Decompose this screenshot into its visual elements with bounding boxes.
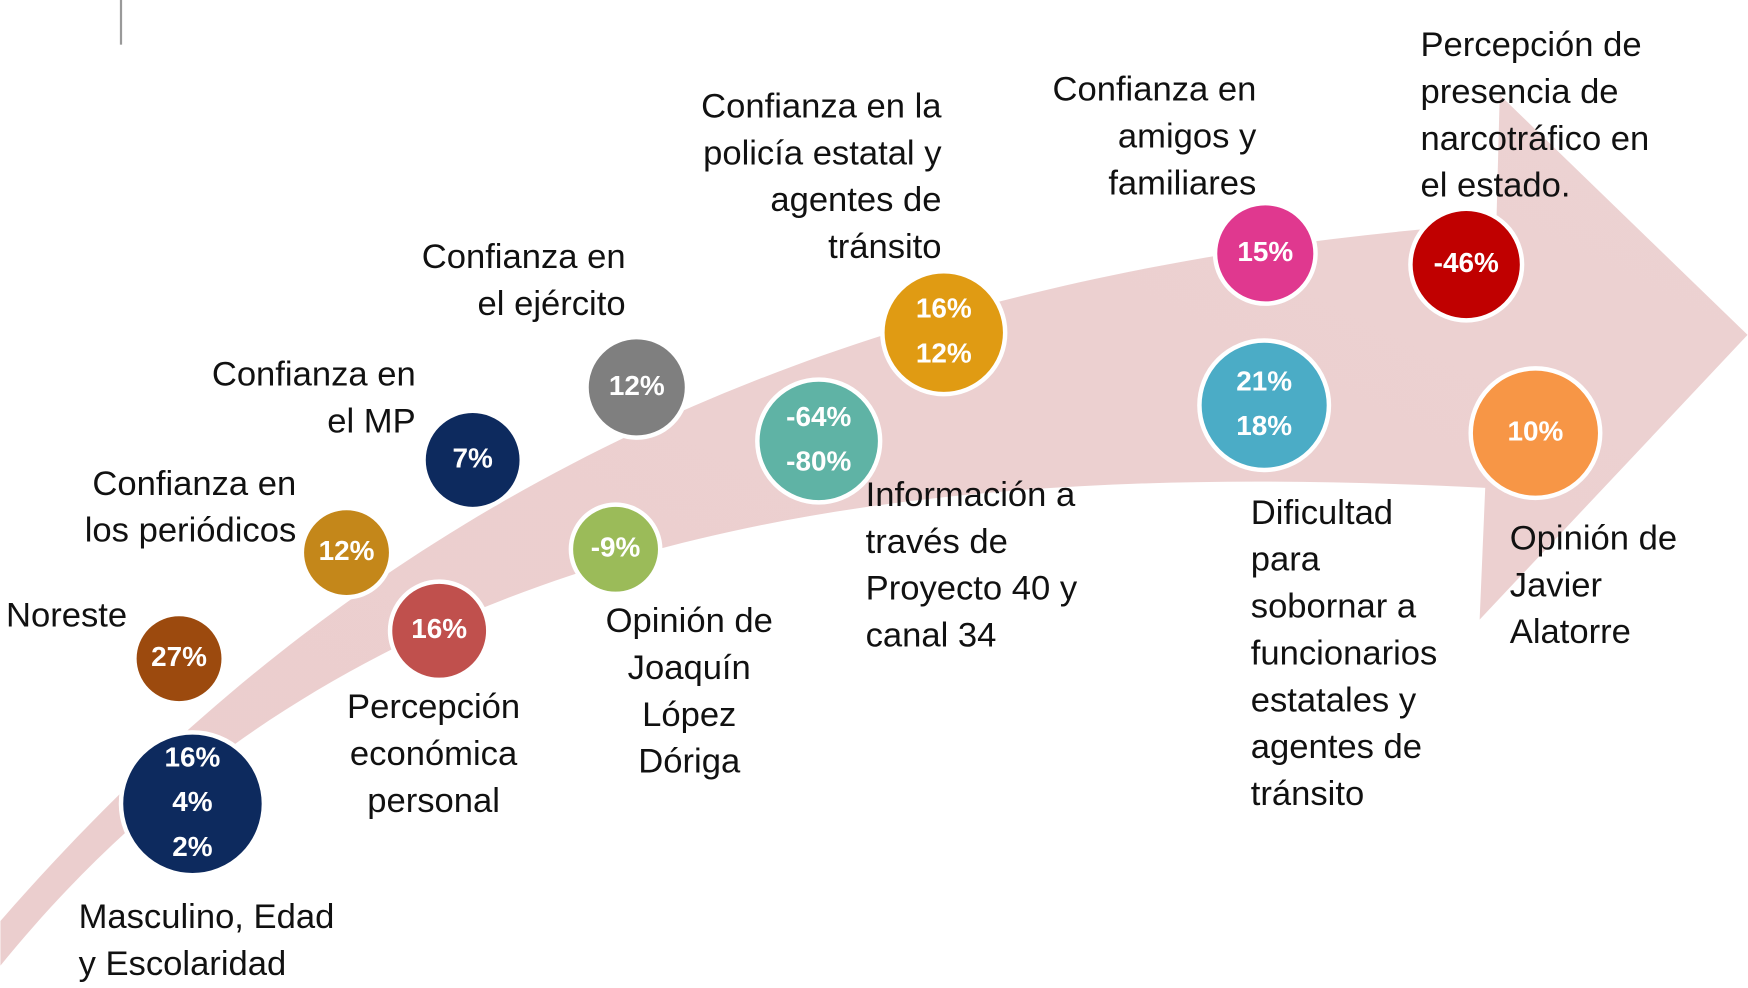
node-label: amigos y <box>1118 118 1257 156</box>
node-label: Confianza en <box>1052 71 1256 109</box>
node-circle <box>1408 206 1525 323</box>
node-label: Dóriga <box>638 743 741 781</box>
node-circle <box>568 502 663 597</box>
node-circle <box>118 730 267 878</box>
node-label: Percepción <box>347 688 520 726</box>
node-label: el ejército <box>478 285 626 323</box>
node-label: López <box>642 696 736 734</box>
node-value: 7% <box>453 442 494 473</box>
node-circle <box>132 611 226 706</box>
node-label: Confianza en la <box>701 87 942 125</box>
node-label: tránsito <box>828 228 941 266</box>
node-label: presencia de <box>1420 73 1618 111</box>
node-circle <box>755 377 883 505</box>
node-value: 27% <box>151 641 207 672</box>
node-value: 16% <box>165 742 221 773</box>
node-label: Proyecto 40 y <box>866 570 1078 608</box>
node-label: través de <box>866 523 1008 561</box>
node-circle <box>299 505 394 600</box>
node-value: 15% <box>1237 236 1293 267</box>
node-label: Alatorre <box>1510 613 1631 651</box>
node-circle <box>421 408 525 512</box>
node-label: los periódicos <box>85 512 297 550</box>
node-value: 12% <box>319 535 375 566</box>
node-label: Javier <box>1510 566 1602 604</box>
node-value: 4% <box>172 786 213 817</box>
node-label: familiares <box>1108 164 1256 202</box>
node-label: Dificultad <box>1251 494 1393 532</box>
node-label: sobornar a <box>1251 588 1417 626</box>
node-label: agentes de <box>1251 728 1422 766</box>
node-circle <box>1197 338 1332 473</box>
node-value: 10% <box>1508 416 1564 447</box>
arrow <box>0 94 1748 966</box>
node-label: agentes de <box>770 181 941 219</box>
node-value: 12% <box>609 370 665 401</box>
node-label: Información a <box>866 476 1076 514</box>
node-label: policía estatal y <box>703 134 942 172</box>
node-label: tránsito <box>1251 775 1364 813</box>
node-value: -80% <box>786 446 851 477</box>
node-label: Opinión de <box>606 602 773 640</box>
node-label: para <box>1251 541 1321 579</box>
node-label: Confianza en <box>212 355 416 393</box>
node-label: funcionarios <box>1251 634 1438 672</box>
node-label: estatales y <box>1251 681 1417 719</box>
node-label: Joaquín <box>628 649 751 687</box>
node-label: personal <box>367 782 500 820</box>
node-value: -64% <box>786 401 851 432</box>
node-label: Noreste <box>6 597 127 635</box>
node-label: Masculino, Edad <box>79 898 335 936</box>
node-circle <box>1468 366 1603 501</box>
node-value: 21% <box>1236 365 1292 396</box>
node-value: 12% <box>916 337 972 368</box>
node-label: y Escolaridad <box>79 945 287 983</box>
node-label: Confianza en <box>422 238 626 276</box>
node-circle <box>584 334 690 440</box>
node-value: 2% <box>172 831 213 862</box>
node-value: 16% <box>916 293 972 324</box>
node-value: 16% <box>411 613 467 644</box>
node-circle <box>880 269 1008 397</box>
node-label: económica <box>350 735 518 773</box>
node-label: narcotráfico en <box>1420 120 1649 158</box>
node-value: -9% <box>591 532 641 563</box>
node-label: Percepción de <box>1420 26 1641 64</box>
node-label: Confianza en <box>92 465 296 503</box>
node-label: canal 34 <box>866 617 997 655</box>
node-value: -46% <box>1434 247 1499 278</box>
node-label: Opinión de <box>1510 519 1677 557</box>
node-label: el MP <box>327 402 415 440</box>
node-circle <box>387 579 491 683</box>
node-value: 18% <box>1236 410 1292 441</box>
node-label: el estado. <box>1420 167 1570 205</box>
node-circle <box>1212 200 1318 306</box>
